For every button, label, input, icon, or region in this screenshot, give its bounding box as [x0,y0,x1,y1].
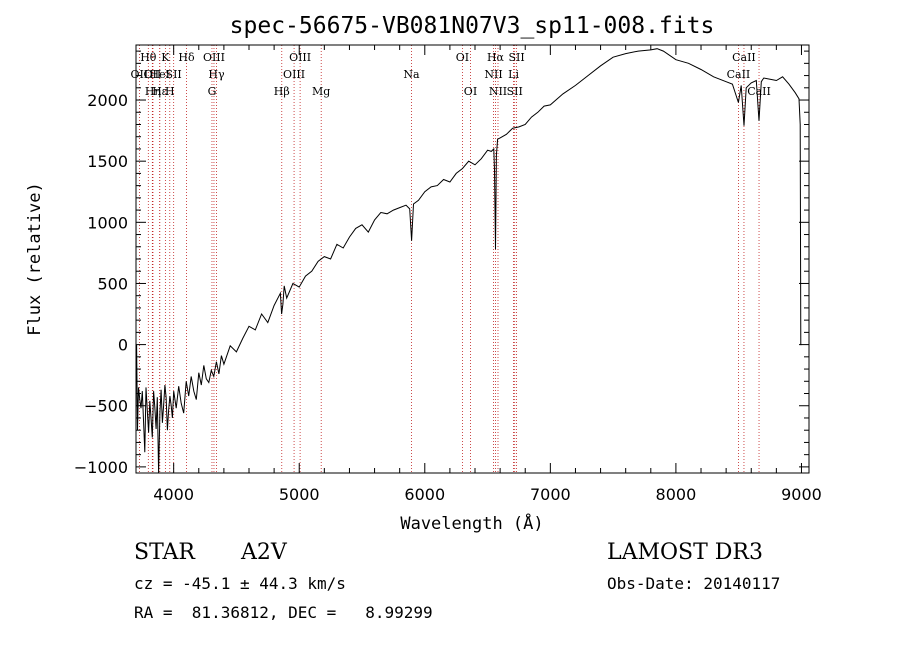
y-axis-label: Flux (relative) [25,182,45,336]
line-marker-label: NII [484,68,502,81]
line-marker-label: SII [507,85,523,98]
line-marker-label: CaII [747,85,771,98]
line-marker-label: OI [464,85,477,98]
chart-title: spec-56675-VB081N07V3_sp11-008.fits [230,13,715,39]
y-tick-label: 2000 [87,91,128,110]
line-marker-label: Hθ [140,51,157,64]
survey-name: LAMOST DR3 [607,540,763,565]
x-tick-label: 5000 [279,485,320,504]
line-marker-label: H [165,85,175,98]
line-marker-label: OIII [203,51,225,64]
line-marker-label: Hη [145,85,161,98]
line-marker-label: Hβ [274,85,290,98]
coordinates: RA = 81.36812, DEC = 8.99299 [134,603,433,622]
y-tick-label: 0 [118,336,128,355]
spectral-subclass: A2V [241,540,287,565]
line-marker-label: OII [131,68,149,81]
observation-date: Obs-Date: 20140117 [607,574,781,593]
line-marker-label: SII [166,68,182,81]
x-axis: 4000 5000 6000 7000 8000 9000 [153,45,822,504]
spectrum-line [135,48,802,474]
redshift-value: cz = -45.1 ± 44.3 km/s [134,574,346,593]
spectrum-chart: spec-56675-VB081N07V3_sp11-008.fits OIIH… [25,13,822,534]
x-tick-label: 4000 [153,485,194,504]
line-marker-label: OI [456,51,469,64]
x-tick-label: 6000 [404,485,445,504]
x-tick-label: 8000 [656,485,697,504]
y-tick-label: 1000 [87,213,128,232]
line-marker-label: CaII [732,51,756,64]
y-tick-label: 500 [97,274,128,293]
line-marker-label: Mg [312,85,330,98]
x-tick-label: 9000 [781,485,822,504]
line-marker-label: G [208,85,217,98]
line-marker-label: SII [508,51,524,64]
line-marker-label: K [161,51,170,64]
line-marker-label: OIII [283,68,305,81]
x-axis-label: Wavelength (Å) [400,512,543,534]
line-marker-label: Na [403,68,420,81]
line-marker-label: Hδ [178,51,195,64]
y-tick-label: −1000 [74,458,128,477]
x-tick-label: 7000 [530,485,571,504]
line-marker-label: NII [489,85,507,98]
line-marker-label: Hγ [208,68,225,81]
y-axis: −1000 −500 0 500 1000 1500 2000 [74,50,809,477]
object-class: STAR [134,540,195,565]
line-marker-label: OII [143,68,161,81]
line-marker-label: Hα [487,51,505,64]
line-marker-label: HeI [150,68,170,81]
line-marker-label: CaII [727,68,751,81]
y-tick-label: 1500 [87,152,128,171]
plot-frame [135,44,810,474]
line-marker-label: Hε [152,85,168,98]
line-marker-label: OIII [289,51,311,64]
y-tick-label: −500 [84,397,128,416]
line-markers [138,45,760,473]
line-marker-label: Li [508,68,519,81]
